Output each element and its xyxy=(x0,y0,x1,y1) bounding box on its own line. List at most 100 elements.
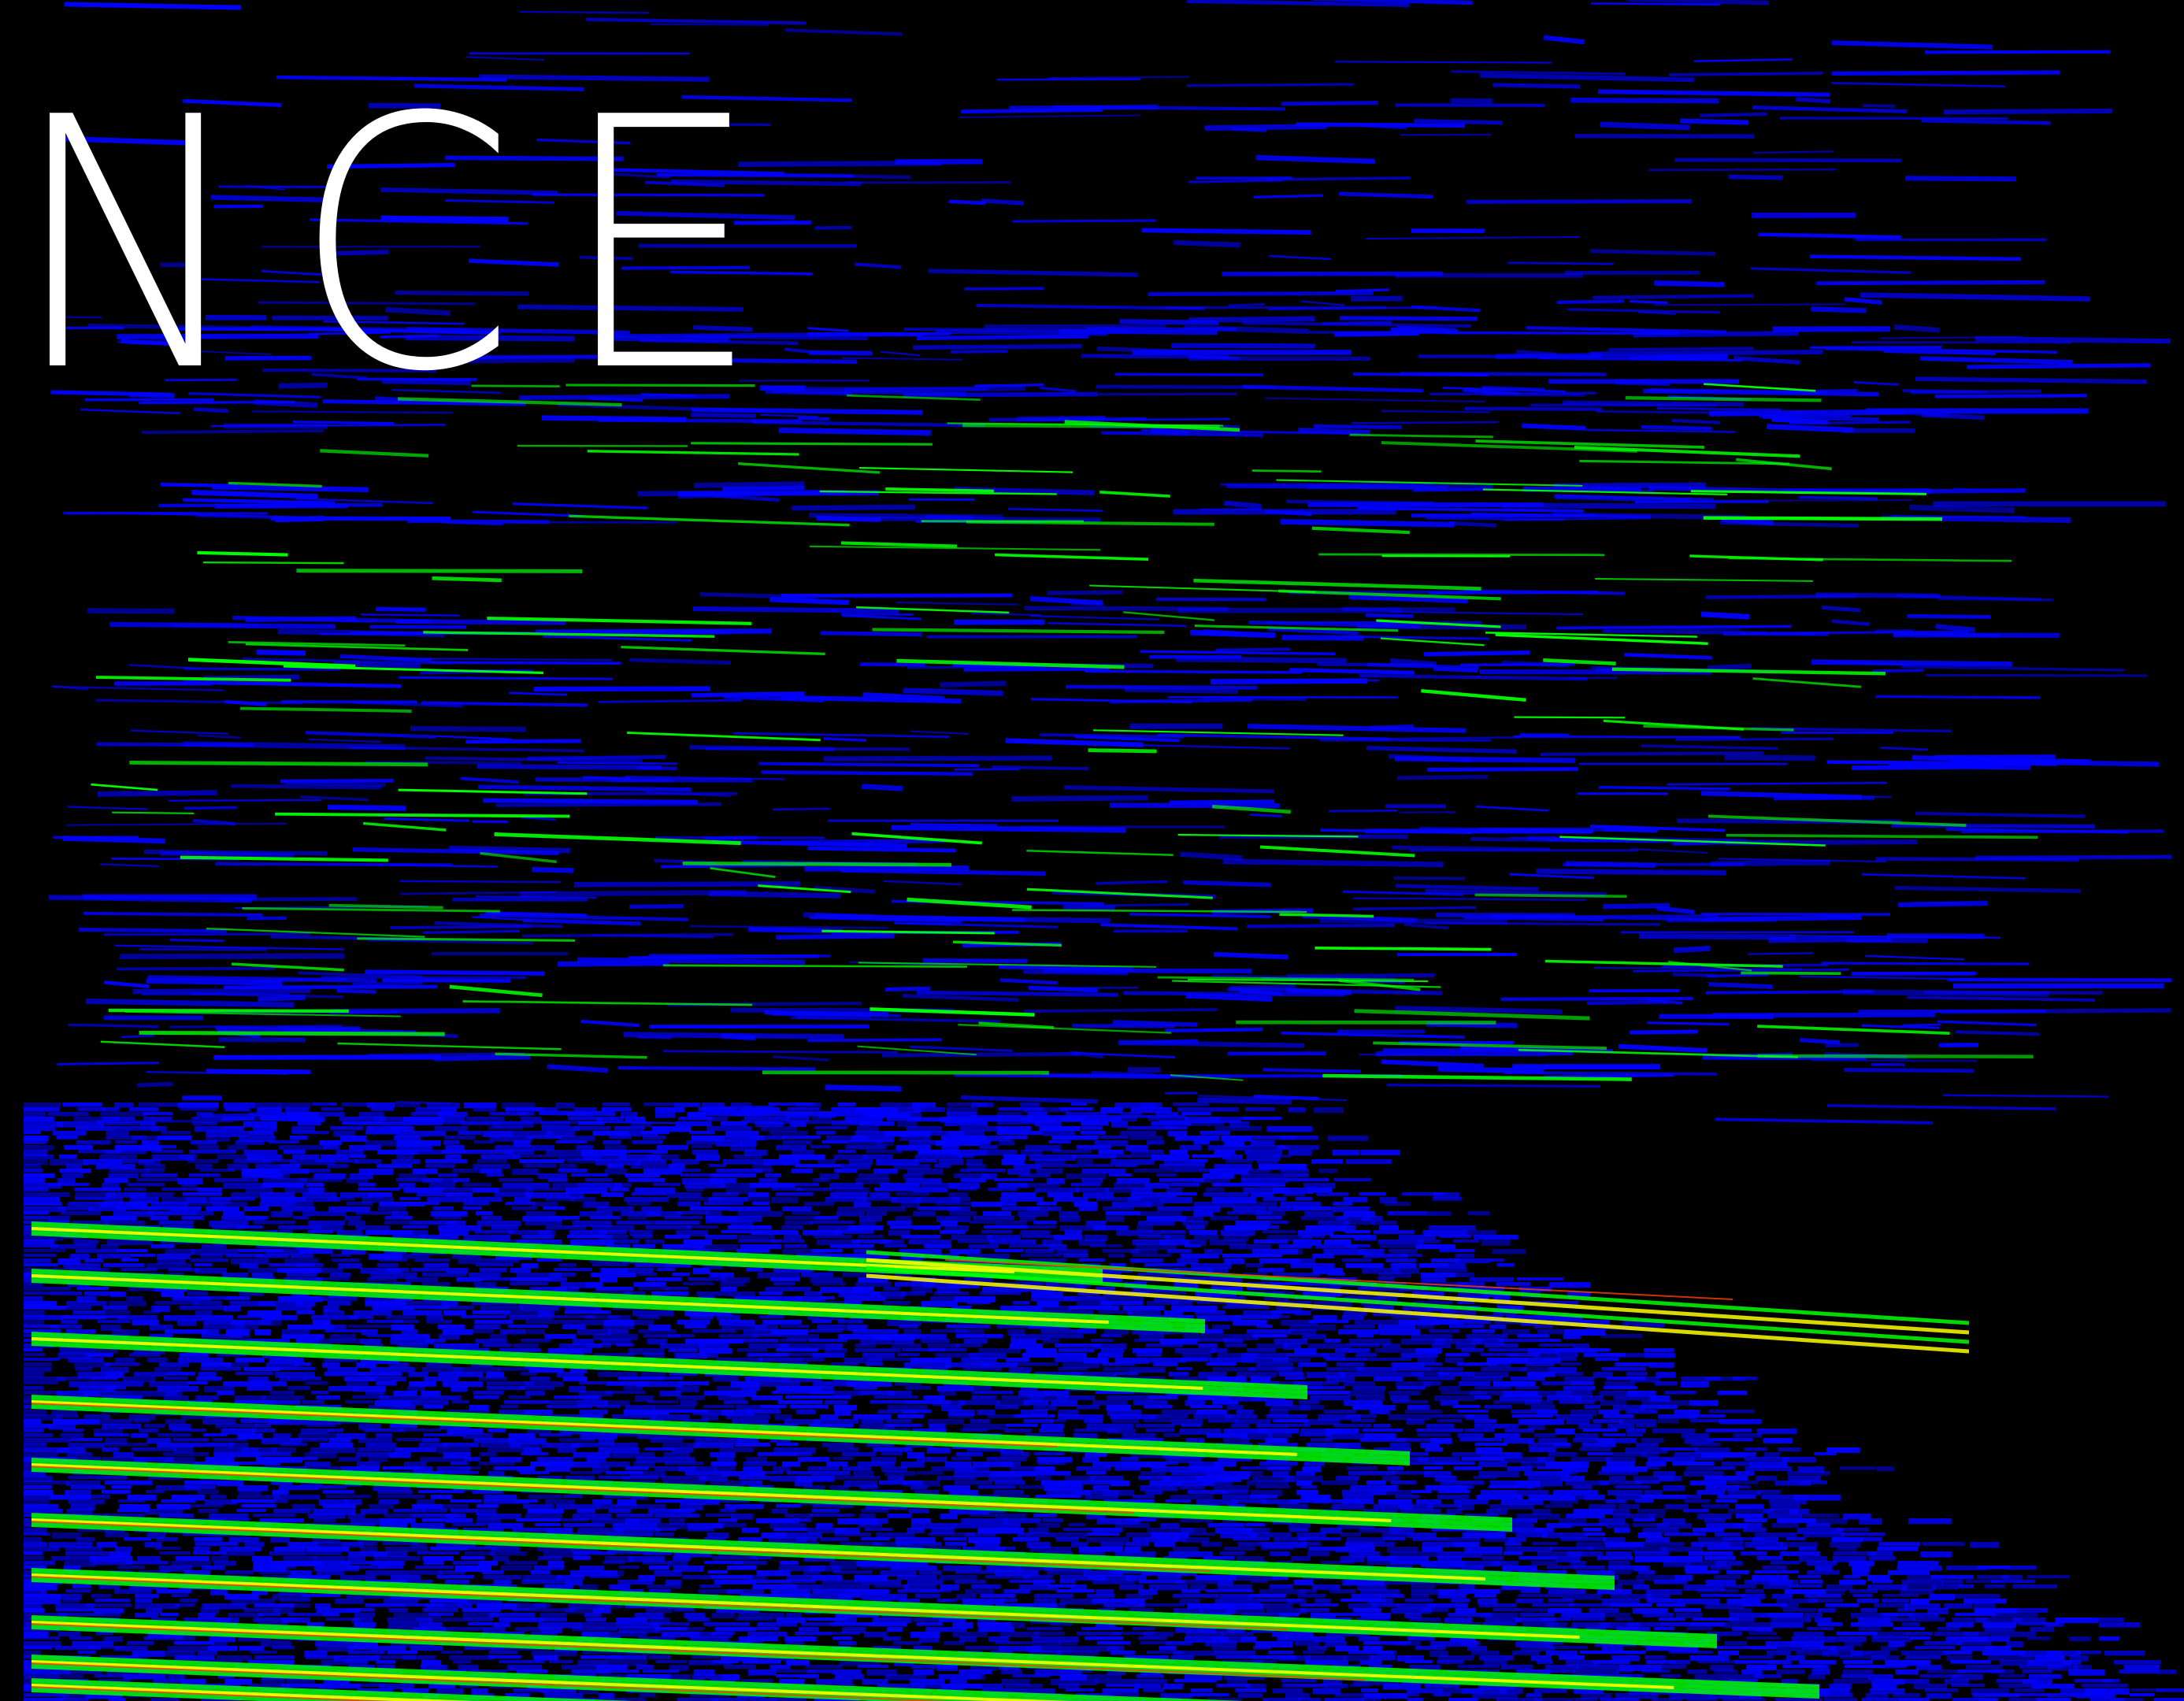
spectral-cell xyxy=(912,1107,945,1113)
spectral-cell xyxy=(192,1551,227,1555)
spectral-cell xyxy=(1318,1414,1361,1421)
spectral-cell xyxy=(584,1178,613,1182)
spectral-cell xyxy=(631,1192,667,1196)
spectral-cell xyxy=(935,1140,981,1147)
spectral-streak xyxy=(193,350,272,356)
spectral-streak xyxy=(451,354,600,359)
spectral-cell xyxy=(699,1353,718,1358)
spectral-cell xyxy=(24,1452,58,1458)
spectral-cell xyxy=(1255,1211,1286,1216)
spectral-cell xyxy=(1201,1480,1233,1486)
spectral-cell xyxy=(1715,1499,1737,1503)
spectral-cell xyxy=(520,1471,550,1475)
spectral-cell xyxy=(260,1197,306,1203)
spectral-cell xyxy=(887,1476,904,1481)
spectral-cell xyxy=(1034,1121,1062,1127)
spectral-cell xyxy=(24,1386,43,1391)
spectral-streak xyxy=(771,1013,901,1017)
spectral-cell xyxy=(456,1277,482,1282)
spectral-cell xyxy=(298,1178,343,1182)
spectral-cell xyxy=(491,1225,519,1230)
spectral-cell xyxy=(269,1551,306,1556)
spectral-cell xyxy=(1227,1405,1244,1410)
spectral-cell xyxy=(696,1292,730,1296)
spectral-cell xyxy=(1151,1154,1190,1161)
spectral-streak xyxy=(1586,428,1737,433)
spectral-cell xyxy=(1312,1268,1343,1274)
spectral-streak xyxy=(1865,488,2026,495)
spectral-streak xyxy=(139,1030,445,1036)
spectral-cell xyxy=(319,1140,342,1146)
spectral-streak xyxy=(1311,526,1410,535)
spectral-cell xyxy=(1771,1523,1799,1529)
spectral-cell xyxy=(421,1282,451,1288)
spectral-cell xyxy=(1120,1457,1139,1462)
spectral-cell xyxy=(1051,1136,1099,1140)
spectral-cell xyxy=(1138,1211,1182,1216)
spectral-cell xyxy=(1209,1169,1249,1175)
spectral-cell xyxy=(923,1244,952,1249)
spectral-cell xyxy=(488,1471,505,1477)
spectral-cell xyxy=(1489,1325,1507,1329)
spectral-cell xyxy=(710,1178,736,1184)
spectral-cell xyxy=(247,1339,291,1345)
spectral-streak xyxy=(1826,760,2057,766)
spectral-cell xyxy=(24,1178,45,1184)
spectral-cell xyxy=(1094,1140,1129,1147)
spectral-cell xyxy=(1643,1348,1674,1353)
spectral-cell xyxy=(121,1258,139,1262)
spectral-cell xyxy=(1297,1230,1333,1236)
spectral-cell xyxy=(1323,1249,1366,1255)
spectral-cell xyxy=(209,1514,249,1520)
spectral-cell xyxy=(1175,1480,1214,1487)
spectral-cell xyxy=(876,1532,914,1539)
spectral-cell xyxy=(884,1424,922,1428)
spectral-cell xyxy=(131,1447,177,1451)
spectral-cell xyxy=(529,1377,551,1381)
spectral-cell xyxy=(811,1249,843,1253)
spectral-cell xyxy=(1396,1438,1439,1442)
spectral-cell xyxy=(452,1254,481,1259)
spectral-cell xyxy=(1433,1395,1475,1402)
spectral-cell xyxy=(283,1556,317,1561)
spectral-cell xyxy=(687,1112,706,1118)
spectral-streak xyxy=(1365,613,1414,618)
spectral-cell xyxy=(472,1310,510,1314)
spectral-cell xyxy=(488,1523,524,1529)
spectral-cell xyxy=(1778,1447,1801,1452)
spectral-cell xyxy=(261,1183,304,1188)
spectral-cell xyxy=(376,1490,413,1495)
spectral-cell xyxy=(206,1358,224,1364)
spectral-cell xyxy=(527,1429,551,1434)
spectral-cell xyxy=(1098,1310,1133,1314)
spectral-cell xyxy=(572,1221,612,1227)
spectral-cell xyxy=(1433,1192,1459,1199)
spectral-cell xyxy=(746,1410,781,1414)
spectral-cell xyxy=(747,1353,789,1357)
spectral-cell xyxy=(469,1405,489,1411)
spectral-cell xyxy=(525,1211,556,1216)
spectral-cell xyxy=(595,1117,624,1121)
spectral-streak xyxy=(1567,308,1720,314)
spectral-cell xyxy=(554,1268,592,1272)
spectral-cell xyxy=(394,1136,421,1141)
spectral-cell xyxy=(564,1310,606,1314)
spectral-cell xyxy=(59,1348,97,1354)
spectral-cell xyxy=(1787,1471,1830,1476)
spectral-cell xyxy=(1085,1452,1107,1458)
spectral-cell xyxy=(164,1315,204,1321)
spectral-cell xyxy=(996,1400,1029,1406)
spectral-streak xyxy=(1844,297,1882,305)
spectral-cell xyxy=(532,1107,558,1112)
spectral-cell xyxy=(1194,1235,1219,1240)
spectral-cell xyxy=(193,1462,239,1468)
spectral-streak xyxy=(692,606,899,613)
spectral-cell xyxy=(1300,1216,1348,1221)
spectral-cell xyxy=(1305,1225,1346,1232)
spectral-cell xyxy=(1437,1419,1463,1423)
spectral-cell xyxy=(24,1447,69,1453)
spectral-cell xyxy=(565,1476,595,1480)
spectral-cell xyxy=(1114,1358,1150,1364)
spectral-cell xyxy=(1040,1329,1080,1334)
